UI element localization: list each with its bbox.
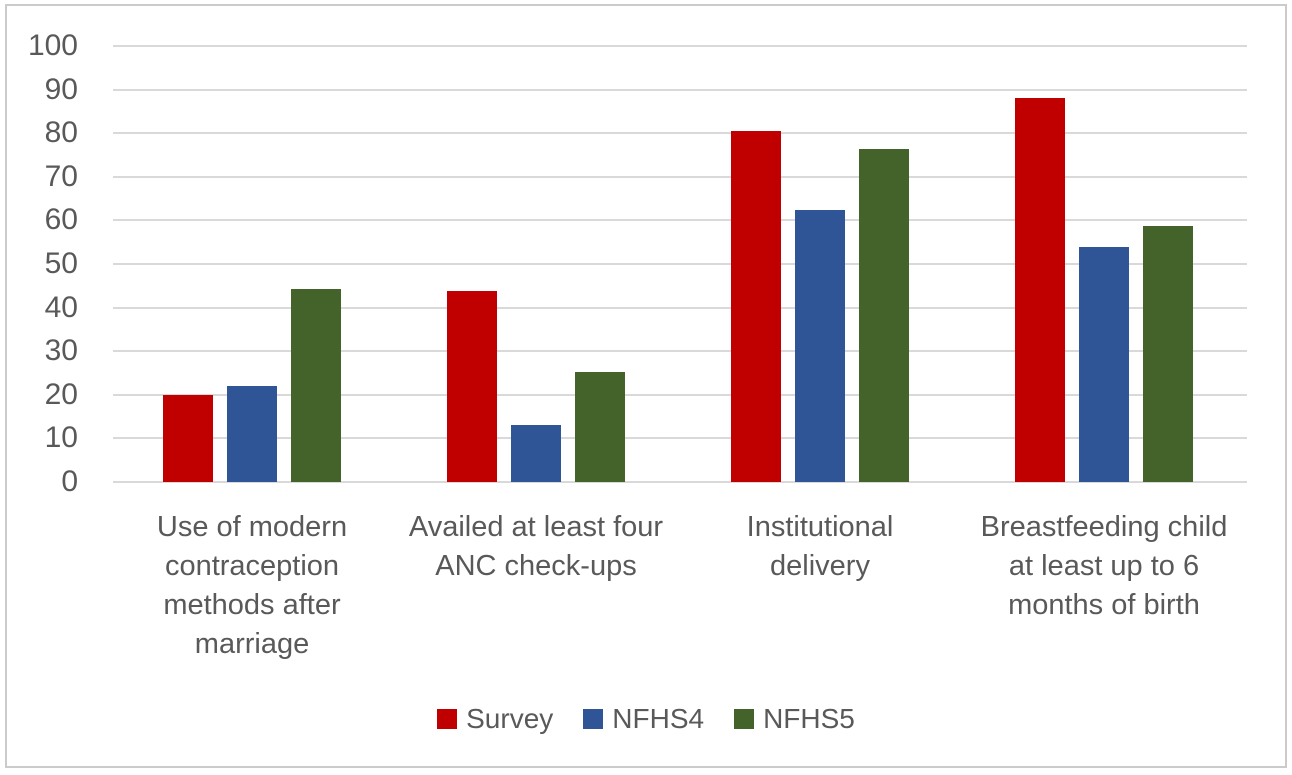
legend-label-nfhs5: NFHS5 bbox=[763, 703, 855, 734]
plot-area bbox=[113, 45, 1247, 483]
y-axis-tick-label-0: 0 bbox=[61, 465, 78, 498]
gridline-80 bbox=[113, 132, 1247, 135]
bar-nfhs4-group4 bbox=[1079, 246, 1129, 482]
bar-nfhs4-group2 bbox=[511, 425, 561, 482]
legend-item-nfhs4: NFHS4 bbox=[583, 703, 704, 735]
legend-item-survey: Survey bbox=[437, 703, 553, 735]
bar-nfhs5-group2 bbox=[575, 372, 625, 482]
gridline-70 bbox=[113, 175, 1247, 178]
legend: Survey NFHS4 NFHS5 bbox=[0, 696, 1292, 742]
legend-label-nfhs4: NFHS4 bbox=[612, 703, 705, 734]
y-axis-tick-label-40: 40 bbox=[44, 290, 78, 324]
category-label-4: Breastfeeding child at least up to 6 month… bbox=[944, 508, 1264, 625]
bar-nfhs5-group1 bbox=[291, 289, 341, 482]
y-axis-tick-label-10: 10 bbox=[44, 421, 78, 455]
y-axis-tick-label-60: 60 bbox=[44, 203, 78, 237]
category-label-1: Use of modern contraception methods after m… bbox=[92, 508, 412, 664]
gridline-50 bbox=[113, 263, 1247, 265]
category-label-line: marriage bbox=[194, 628, 310, 660]
category-label-line: months of birth bbox=[1008, 589, 1200, 621]
y-axis-tick-label-90: 90 bbox=[44, 72, 78, 106]
y-axis-tick-label-30: 30 bbox=[44, 334, 78, 368]
gridline-10 bbox=[113, 437, 1247, 440]
y-axis-tick-label-20: 20 bbox=[44, 377, 78, 411]
gridline-40 bbox=[113, 306, 1247, 309]
bar-survey-group2 bbox=[447, 291, 497, 482]
bar-nfhs4-group1 bbox=[227, 386, 277, 482]
category-label-line: Use of modern bbox=[156, 511, 348, 543]
y-axis-tick-label-80: 80 bbox=[44, 116, 78, 150]
bar-survey-group4 bbox=[1015, 98, 1065, 482]
legend-swatch-nfhs5 bbox=[734, 709, 755, 729]
gridline-60 bbox=[113, 219, 1247, 222]
category-label-line: ANC check-ups bbox=[435, 550, 637, 582]
bar-nfhs5-group3 bbox=[859, 149, 909, 482]
legend-swatch-nfhs4 bbox=[583, 709, 604, 729]
category-label-line: Institutional bbox=[746, 511, 894, 543]
gridline-20 bbox=[113, 393, 1247, 396]
bar-survey-group3 bbox=[731, 131, 781, 482]
y-axis-tick-label-70: 70 bbox=[44, 159, 78, 193]
bar-nfhs5-group4 bbox=[1143, 225, 1193, 482]
legend-item-nfhs5: NFHS5 bbox=[734, 703, 855, 735]
legend-swatch-survey bbox=[437, 709, 458, 729]
category-label-line: contraception bbox=[164, 550, 340, 582]
bar-survey-group1 bbox=[163, 394, 213, 482]
gridline-30 bbox=[113, 350, 1247, 353]
y-axis-tick-label-100: 100 bbox=[27, 29, 78, 62]
category-label-line: delivery bbox=[770, 550, 870, 582]
y-axis-tick-label-50: 50 bbox=[44, 247, 78, 280]
gridline-90 bbox=[113, 88, 1247, 91]
category-label-line: Breastfeeding child bbox=[980, 511, 1228, 543]
legend-label-survey: Survey bbox=[466, 703, 554, 734]
category-label-2: Availed at least four ANC check-ups bbox=[376, 508, 696, 586]
bar-nfhs4-group3 bbox=[795, 209, 845, 482]
category-label-line: Availed at least four bbox=[408, 511, 664, 543]
gridline-100 bbox=[113, 45, 1247, 47]
gridline-0 bbox=[113, 481, 1247, 483]
category-label-line: at least up to 6 bbox=[1008, 550, 1200, 582]
category-label-3: Institutional delivery bbox=[660, 508, 980, 586]
category-label-line: methods after bbox=[163, 589, 341, 621]
